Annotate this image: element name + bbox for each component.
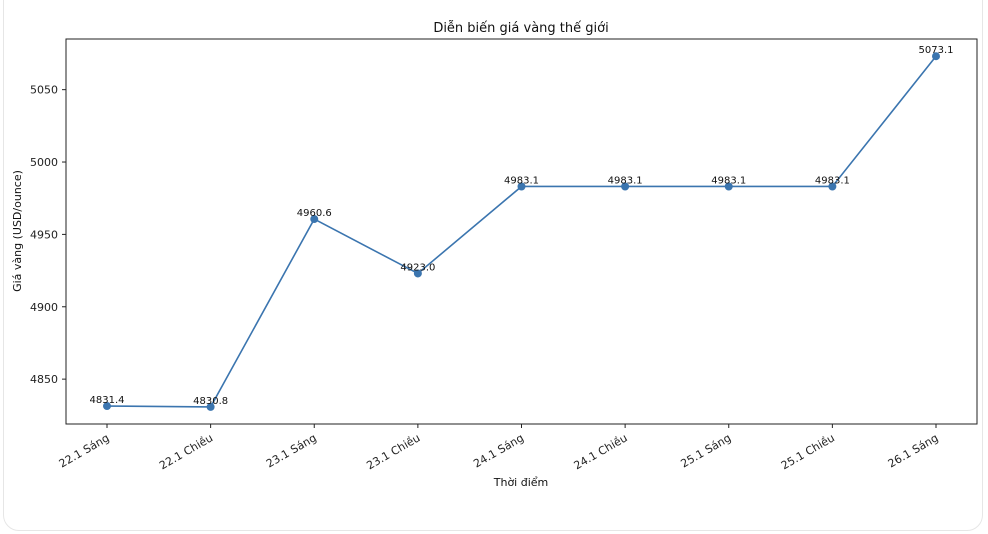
x-tick-label: 22.1 Sáng xyxy=(57,431,112,470)
plot-area: 4831.4 4830.8 4960.6 4923.0 4983.1 4983.1 4983… xyxy=(90,45,954,411)
y-tick-label: 4950 xyxy=(30,228,58,241)
data-line xyxy=(106,55,937,408)
data-label: 4983.1 xyxy=(815,175,850,186)
x-axis-label: Thời điểm xyxy=(493,476,549,489)
data-label: 4960.6 xyxy=(297,208,332,219)
x-tick-label: 24.1 Sáng xyxy=(471,431,526,470)
data-point xyxy=(517,182,526,191)
data-point xyxy=(310,215,319,224)
data-label: 4923.0 xyxy=(400,262,435,273)
x-tick-label: 25.1 Sáng xyxy=(679,431,734,470)
data-point xyxy=(206,402,215,411)
data-label: 4831.4 xyxy=(90,395,125,406)
y-tick-label: 4850 xyxy=(30,373,58,386)
data-label: 4830.8 xyxy=(193,396,228,407)
x-tick-label: 22.1 Chiều xyxy=(157,431,215,472)
axes-frame xyxy=(65,38,978,425)
x-tick-label: 23.1 Sáng xyxy=(264,431,319,470)
x-tick-label: 25.1 Chiều xyxy=(779,431,837,472)
x-axis: 22.1 Sáng 22.1 Chiều 23.1 Sáng 23.1 Chiều 24… xyxy=(57,424,941,472)
y-tick-label: 4900 xyxy=(30,301,58,314)
data-point xyxy=(932,52,940,61)
data-point xyxy=(103,402,111,411)
data-label: 5073.1 xyxy=(919,45,954,56)
x-tick-label: 26.1 Sáng xyxy=(886,431,941,470)
data-label: 4983.1 xyxy=(711,175,746,186)
y-axis-label: Giá vàng (USD/ounce) xyxy=(11,170,24,292)
y-tick-label: 5050 xyxy=(30,84,58,97)
data-point xyxy=(413,269,422,278)
chart-card xyxy=(3,0,983,531)
data-label: 4983.1 xyxy=(504,175,539,186)
data-label: 4983.1 xyxy=(608,175,643,186)
y-tick-label: 5000 xyxy=(30,156,58,169)
chart-title: Diễn biến giá vàng thế giới xyxy=(433,21,608,36)
x-tick-label: 24.1 Chiều xyxy=(572,431,630,472)
x-tick-label: 23.1 Chiều xyxy=(364,431,422,472)
data-point xyxy=(621,182,630,191)
data-point xyxy=(724,182,733,191)
y-axis: 4850 4900 4950 5000 5050 xyxy=(30,84,66,386)
data-point xyxy=(828,182,837,191)
